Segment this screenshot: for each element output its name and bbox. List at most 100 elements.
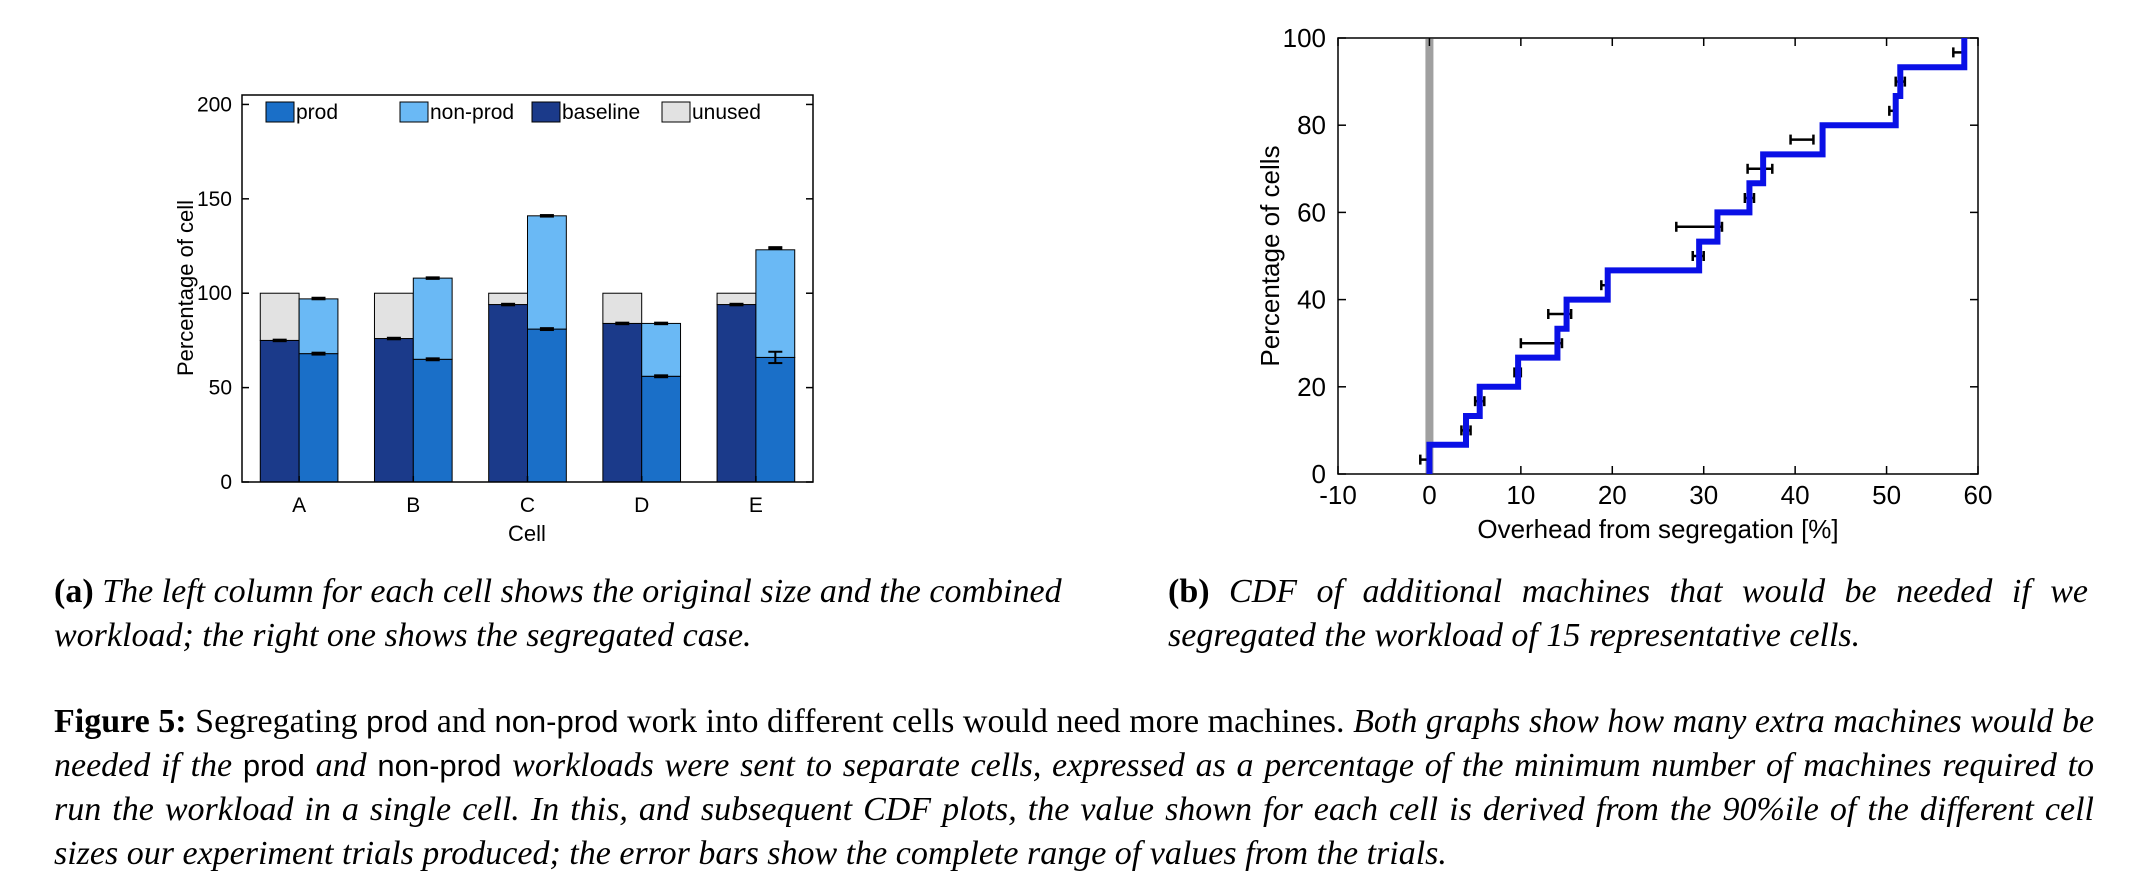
error-prod-B xyxy=(425,357,440,362)
error-total-D xyxy=(654,321,669,326)
figure-caption-s3: work into different cells would need mor… xyxy=(627,703,1345,740)
chart-a-y-axis-label: Percentage of cell xyxy=(173,200,198,376)
x-tick-label-0: 0 xyxy=(1422,480,1436,510)
chart-b-y-ticks: 0 20 40 60 80 100 xyxy=(1283,23,1978,489)
caption-a-label: (a) xyxy=(54,573,94,610)
x-tick-label-E: E xyxy=(749,494,763,517)
legend-swatch-unused xyxy=(661,101,691,123)
bar-baseline-C xyxy=(488,304,528,483)
error-bar-11 xyxy=(1746,163,1774,174)
error-baseline-C xyxy=(501,302,516,307)
figure-caption-nonprod-2: non-prod xyxy=(377,748,502,783)
figure-caption: Figure 5: Segregating prod and non-prod … xyxy=(54,700,2094,876)
chart-a-x-ticks: A B C D E xyxy=(292,476,763,517)
chart-a: 0 50 100 150 200 A B C D E Cell Percentage of ce… xyxy=(173,93,814,546)
bar-unused-A xyxy=(259,292,300,341)
bar-nonprod-A xyxy=(298,298,339,355)
legend-label-unused: unused xyxy=(692,101,761,124)
error-baseline-B xyxy=(386,336,401,341)
y-tick-label-40: 40 xyxy=(1297,285,1326,315)
x-tick-label-40: 40 xyxy=(1781,480,1810,510)
figure-caption-s2: and xyxy=(436,703,486,740)
y-tick-label-150: 150 xyxy=(197,188,232,211)
y-tick-label-0: 0 xyxy=(220,471,232,494)
error-total-A xyxy=(311,296,326,301)
chart-b-plot-frame xyxy=(1337,37,1979,475)
caption-b: (b) CDF of additional machines that woul… xyxy=(1168,570,2088,658)
legend-label-non-prod: non-prod xyxy=(430,101,514,124)
bar-prod-A xyxy=(298,353,339,483)
legend-label-baseline: baseline xyxy=(562,101,640,124)
error-baseline-A xyxy=(272,338,287,343)
chart-b-x-ticks: -10 0 10 20 30 40 50 60 xyxy=(1319,38,1992,510)
y-tick-label-80: 80 xyxy=(1297,110,1326,140)
x-tick-label-20: 20 xyxy=(1598,480,1627,510)
bar-prod-C xyxy=(527,328,567,483)
bar-prod-D xyxy=(641,375,682,483)
caption-b-label: (b) xyxy=(1168,573,1210,610)
legend-swatch-prod xyxy=(265,101,295,123)
error-prod-A xyxy=(311,351,326,356)
bar-baseline-E xyxy=(716,304,757,483)
legend-swatch-baseline xyxy=(531,101,561,123)
figure-caption-s1: Segregating xyxy=(195,703,358,740)
error-prod-E xyxy=(768,350,783,365)
y-tick-label-200: 200 xyxy=(197,93,232,116)
error-prod-D xyxy=(654,374,669,379)
x-tick-label-30: 30 xyxy=(1689,480,1718,510)
error-baseline-E xyxy=(729,302,744,307)
y-tick-label-100: 100 xyxy=(197,282,232,305)
error-total-B xyxy=(425,276,440,280)
bar-unused-B xyxy=(373,292,414,340)
x-tick-label-C: C xyxy=(520,494,535,517)
x-tick-label-D: D xyxy=(634,494,649,517)
bar-prod-E xyxy=(755,356,796,483)
caption-a: (a) The left column for each cell shows … xyxy=(54,570,1134,658)
chart-a-error-bars xyxy=(272,214,783,379)
error-prod-C xyxy=(539,327,554,332)
chart-b-cdf-line xyxy=(1426,38,1968,474)
chart-a-y-ticks: 0 50 100 150 200 xyxy=(197,93,813,494)
legend-swatch-non-prod xyxy=(399,101,429,123)
bar-unused-D xyxy=(602,292,643,324)
x-tick-label-B: B xyxy=(406,494,420,517)
chart-b-error-bars xyxy=(1419,47,1966,465)
x-tick-label--10: -10 xyxy=(1319,480,1357,510)
figure-caption-label: Figure 5: xyxy=(54,703,187,740)
y-tick-label-20: 20 xyxy=(1297,372,1326,402)
error-total-C xyxy=(539,214,554,218)
y-tick-label-0: 0 xyxy=(1312,459,1326,489)
x-tick-label-50: 50 xyxy=(1872,480,1901,510)
figure-caption-i1: Both graphs show how many extra machines… xyxy=(54,703,2095,784)
figure-caption-nonprod-1: non-prod xyxy=(494,704,619,739)
bar-nonprod-D xyxy=(641,322,682,377)
y-tick-label-100: 100 xyxy=(1283,23,1326,53)
chart-a-x-axis-label: Cell xyxy=(508,521,546,546)
bar-baseline-A xyxy=(259,339,300,483)
y-tick-label-50: 50 xyxy=(209,377,232,400)
chart-a-bars xyxy=(259,215,796,483)
chart-b-y-axis-label: Percentage of cells xyxy=(1255,145,1285,366)
error-bar-12 xyxy=(1789,134,1815,145)
y-tick-label-60: 60 xyxy=(1297,197,1326,227)
error-baseline-D xyxy=(615,321,630,326)
bar-nonprod-E xyxy=(755,249,796,358)
error-total-E xyxy=(768,246,783,250)
bar-baseline-B xyxy=(373,338,414,483)
figure-caption-i2: and xyxy=(315,747,367,784)
legend-label-prod: prod xyxy=(296,101,338,124)
error-bar-9 xyxy=(1675,221,1724,232)
x-tick-label-10: 10 xyxy=(1506,480,1535,510)
caption-b-text: CDF of additional machines that would be… xyxy=(1168,573,2089,654)
bar-nonprod-B xyxy=(412,277,453,360)
bar-nonprod-C xyxy=(527,215,567,330)
x-tick-label-60: 60 xyxy=(1964,480,1993,510)
figure-caption-prod-2: prod xyxy=(242,748,305,783)
figure-caption-i3: workloads were sent to separate cells, e… xyxy=(54,747,2095,872)
x-tick-label-A: A xyxy=(292,494,306,517)
chart-b-x-axis-label: Overhead from segregation [%] xyxy=(1477,514,1838,544)
bar-prod-B xyxy=(412,358,453,483)
caption-a-text: The left column for each cell shows the … xyxy=(54,573,1062,654)
